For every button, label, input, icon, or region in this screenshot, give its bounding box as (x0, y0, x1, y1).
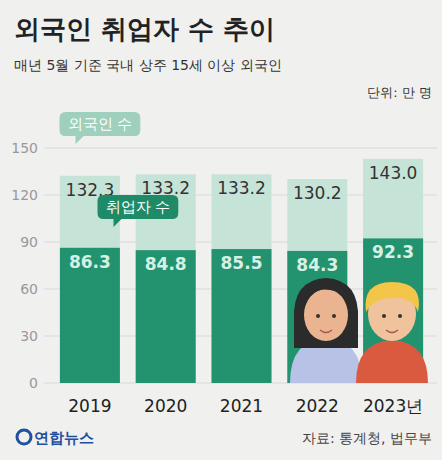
x-tick-label: 2021 (220, 396, 263, 416)
subtitle: 매년 5월 기준 국내 상주 15세 이상 외국인 (14, 57, 282, 73)
bar (212, 174, 272, 383)
bar (60, 248, 120, 383)
source: 자료: 통계청, 법무부 (302, 430, 432, 446)
bangs (304, 282, 350, 308)
data-label: 84.3 (296, 255, 338, 275)
data-label: 92.3 (372, 242, 414, 262)
bar (212, 249, 272, 383)
body (356, 340, 428, 383)
data-label: 84.8 (145, 254, 187, 274)
mouth (320, 330, 332, 333)
face (304, 289, 348, 341)
x-tick-label: 2019 (68, 396, 111, 416)
x-tick-label: 2023년 (363, 396, 423, 416)
eye (332, 314, 336, 318)
illustration (290, 278, 428, 383)
x-tick-label: 2022 (296, 396, 339, 416)
legend-box (98, 195, 179, 227)
x-tick-label: 2020 (144, 396, 187, 416)
data-label: 86.3 (69, 252, 111, 272)
credit: 연합뉴스 (34, 429, 94, 447)
logo-icon (17, 430, 31, 444)
data-label: 143.0 (369, 163, 418, 183)
y-tick-label: 60 (20, 281, 38, 297)
legend-label: 외국인 수 (68, 115, 133, 133)
title: 외국인 취업자 수 추이 (14, 14, 275, 44)
hair (294, 278, 358, 348)
y-tick-label: 30 (20, 328, 38, 344)
background (0, 0, 442, 460)
y-tick-label: 150 (11, 140, 38, 156)
grid-line (44, 148, 437, 149)
eye (382, 314, 386, 318)
eye (316, 314, 320, 318)
eye (398, 314, 402, 318)
data-label: 133.2 (217, 178, 266, 198)
y-tick-label: 90 (20, 234, 38, 250)
data-label: 130.2 (293, 183, 342, 203)
mouth (386, 330, 398, 333)
y-tick-label: 0 (29, 375, 38, 391)
y-tick-label: 120 (11, 187, 38, 203)
legend-label: 취업자 수 (106, 198, 171, 216)
unit-label: 단위: 만 명 (367, 85, 432, 100)
data-label: 85.5 (221, 253, 263, 273)
bar (136, 250, 196, 383)
legend-box (60, 112, 141, 144)
hair (366, 282, 419, 312)
